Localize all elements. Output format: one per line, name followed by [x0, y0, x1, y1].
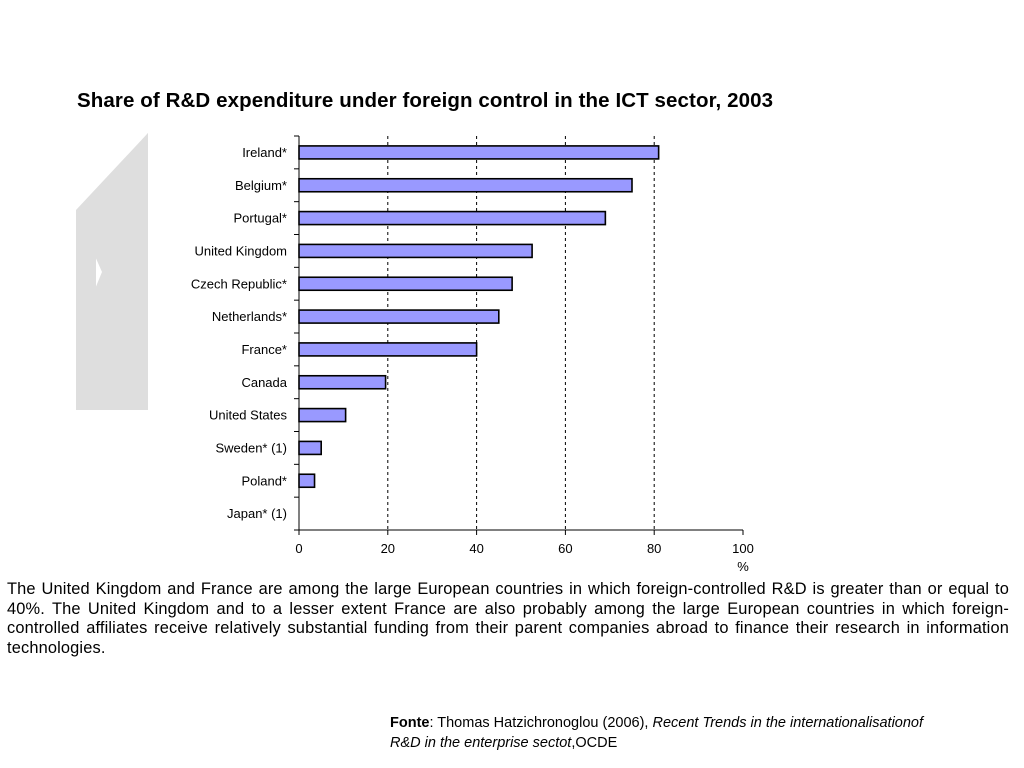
bar — [298, 309, 500, 324]
bar — [298, 177, 633, 193]
bar — [298, 374, 387, 390]
source-work-title: Recent Trends in the internationalisatio… — [390, 715, 924, 751]
source-publisher: ,OCDE — [571, 735, 618, 751]
category-label: France* — [241, 342, 287, 357]
bar — [298, 407, 347, 423]
bar — [298, 243, 533, 259]
x-tick-label: 20 — [381, 541, 395, 556]
gridlines — [387, 136, 655, 530]
bar — [298, 473, 316, 489]
source-citation: Fonte: Thomas Hatzichronoglou (2006), Re… — [390, 713, 950, 753]
bar — [298, 145, 660, 160]
source-label: Fonte — [390, 715, 430, 731]
category-label: Czech Republic* — [191, 276, 287, 291]
x-tick-label: 60 — [558, 541, 572, 556]
bar — [298, 440, 323, 456]
category-label: United Kingdom — [195, 243, 288, 258]
category-labels: Ireland* Belgium* Portugal* United Kingdom C… — [191, 145, 288, 521]
bar — [298, 210, 607, 226]
bar — [298, 342, 478, 357]
category-label: Belgium* — [235, 178, 287, 193]
category-label: United States — [209, 408, 288, 423]
chart-title: Share of R&D expenditure under foreign c… — [77, 89, 774, 112]
category-label: Poland* — [241, 473, 287, 488]
bars — [298, 145, 660, 489]
bar — [298, 276, 513, 292]
x-tick-label: 0 — [295, 541, 302, 556]
category-label: Ireland* — [242, 145, 287, 160]
x-tick-label: 80 — [647, 541, 661, 556]
category-label: Netherlands* — [212, 309, 287, 324]
x-tick-label: 40 — [469, 541, 483, 556]
caption-text: The United Kingdom and France are among … — [7, 580, 1009, 657]
category-label: Japan* (1) — [227, 506, 287, 521]
category-label: Portugal* — [234, 211, 287, 226]
axes — [294, 135, 744, 535]
source-author-year: : Thomas Hatzichronoglou (2006), — [429, 715, 653, 731]
category-label: Canada — [241, 375, 287, 390]
tick-labels: 0 20 40 60 80 100 — [295, 541, 753, 556]
x-tick-label: 100 — [732, 541, 754, 556]
x-axis-unit-label: % — [737, 559, 749, 574]
category-label: Sweden* (1) — [215, 440, 287, 455]
